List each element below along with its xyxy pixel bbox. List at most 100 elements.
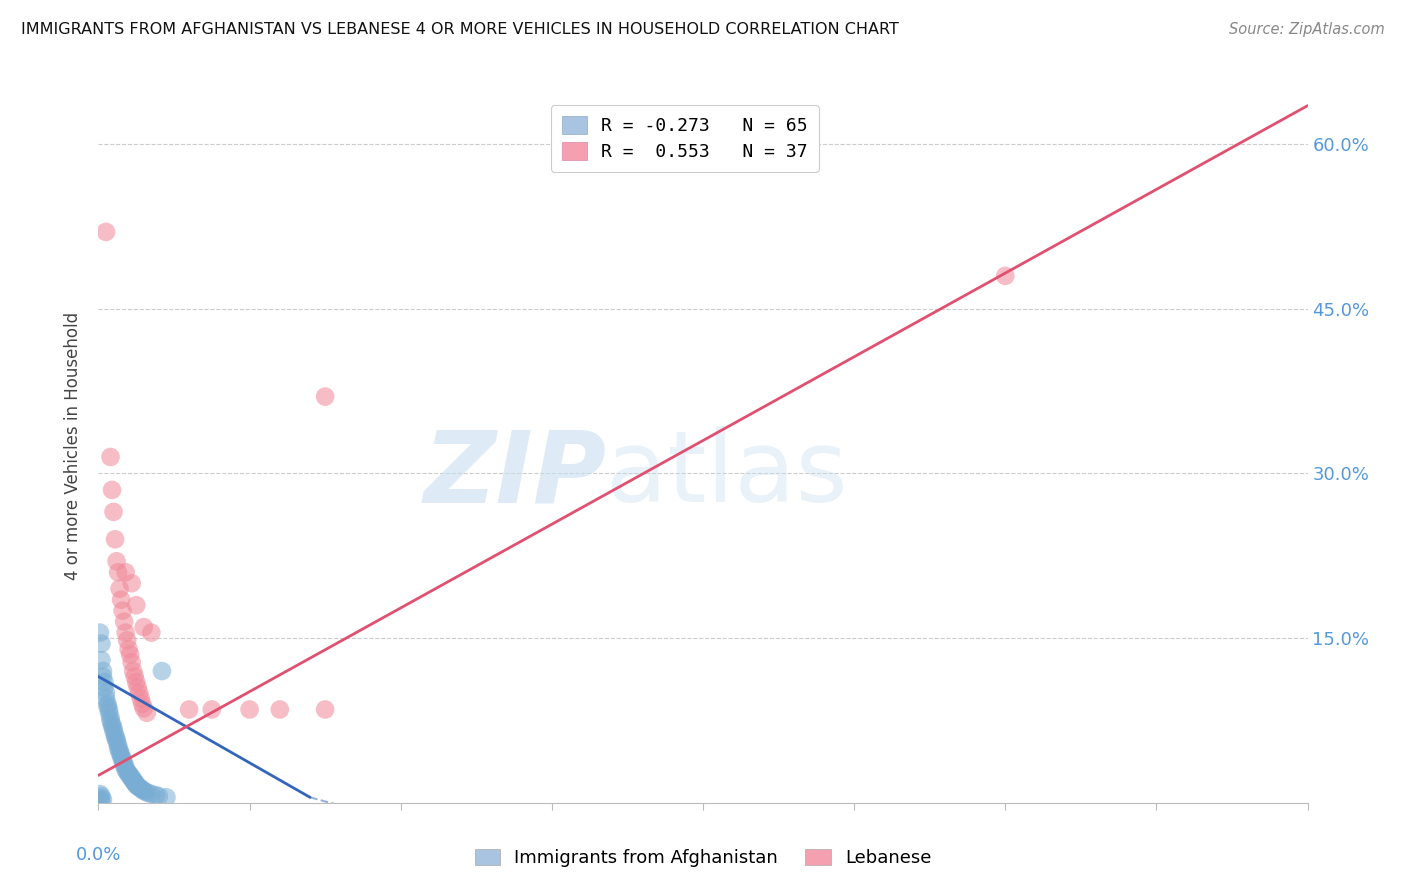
Point: [94, 691, 117, 706]
Point: [994, 268, 1017, 283]
Point: [112, 615, 135, 629]
Point: [91, 664, 114, 678]
Point: [90, 789, 112, 804]
Point: [103, 505, 125, 519]
Point: [125, 778, 148, 792]
Point: [131, 782, 153, 797]
Point: [132, 620, 155, 634]
Point: [110, 747, 132, 762]
Point: [127, 681, 149, 695]
Point: [110, 592, 132, 607]
Point: [114, 763, 136, 777]
Point: [122, 664, 145, 678]
Point: [124, 669, 146, 683]
Point: [141, 787, 163, 801]
Point: [104, 533, 127, 547]
Point: [314, 390, 336, 404]
Point: [101, 483, 124, 497]
Point: [90, 794, 112, 808]
Point: [115, 765, 138, 780]
Point: [120, 648, 142, 662]
Point: [155, 790, 177, 805]
Point: [131, 697, 153, 711]
Point: [145, 788, 167, 802]
Point: [148, 789, 170, 804]
Point: [111, 604, 134, 618]
Point: [124, 776, 146, 790]
Point: [98, 702, 121, 716]
Point: [121, 655, 143, 669]
Point: [100, 710, 122, 724]
Point: [118, 767, 141, 781]
Point: [93, 681, 115, 695]
Point: [120, 768, 142, 782]
Point: [108, 745, 131, 759]
Point: [115, 633, 138, 648]
Point: [125, 598, 148, 612]
Point: [104, 728, 127, 742]
Point: [96, 697, 118, 711]
Point: [121, 771, 143, 785]
Point: [100, 450, 122, 464]
Point: [107, 738, 129, 752]
Point: [107, 566, 129, 580]
Point: [136, 786, 159, 800]
Point: [150, 664, 173, 678]
Point: [121, 772, 143, 786]
Point: [112, 756, 135, 771]
Point: [89, 625, 111, 640]
Text: atlas: atlas: [606, 426, 848, 523]
Text: ZIP: ZIP: [423, 426, 606, 523]
Point: [122, 773, 145, 788]
Point: [89, 791, 111, 805]
Point: [125, 777, 148, 791]
Point: [141, 625, 163, 640]
Point: [103, 724, 125, 739]
Point: [110, 749, 132, 764]
Point: [314, 702, 336, 716]
Point: [128, 686, 150, 700]
Point: [90, 653, 112, 667]
Point: [112, 758, 135, 772]
Point: [89, 787, 111, 801]
Point: [93, 675, 115, 690]
Point: [91, 669, 114, 683]
Y-axis label: 4 or more Vehicles in Household: 4 or more Vehicles in Household: [65, 312, 83, 580]
Point: [118, 642, 141, 657]
Point: [132, 783, 155, 797]
Point: [90, 637, 112, 651]
Point: [120, 769, 142, 783]
Point: [105, 554, 128, 568]
Point: [122, 772, 145, 787]
Text: Source: ZipAtlas.com: Source: ZipAtlas.com: [1229, 22, 1385, 37]
Point: [111, 752, 134, 766]
Point: [114, 761, 136, 775]
Point: [107, 740, 129, 755]
Point: [129, 691, 152, 706]
Point: [103, 721, 125, 735]
Point: [101, 719, 124, 733]
Text: 0.0%: 0.0%: [76, 846, 121, 863]
Point: [105, 732, 128, 747]
Point: [129, 781, 152, 796]
Point: [118, 766, 141, 780]
Legend: R = -0.273   N = 65, R =  0.553   N = 37: R = -0.273 N = 65, R = 0.553 N = 37: [551, 105, 818, 172]
Point: [101, 716, 124, 731]
Point: [135, 706, 157, 720]
Point: [239, 702, 262, 716]
Text: IMMIGRANTS FROM AFGHANISTAN VS LEBANESE 4 OR MORE VEHICLES IN HOUSEHOLD CORRELAT: IMMIGRANTS FROM AFGHANISTAN VS LEBANESE …: [21, 22, 898, 37]
Point: [94, 686, 117, 700]
Point: [111, 754, 134, 768]
Point: [121, 576, 143, 591]
Point: [128, 780, 150, 795]
Point: [127, 780, 149, 794]
Point: [98, 706, 121, 720]
Point: [114, 625, 136, 640]
Legend: Immigrants from Afghanistan, Lebanese: Immigrants from Afghanistan, Lebanese: [467, 841, 939, 874]
Point: [104, 730, 127, 744]
Point: [269, 702, 291, 716]
Point: [105, 734, 128, 748]
Point: [134, 785, 156, 799]
Point: [124, 775, 146, 789]
Point: [201, 702, 224, 716]
